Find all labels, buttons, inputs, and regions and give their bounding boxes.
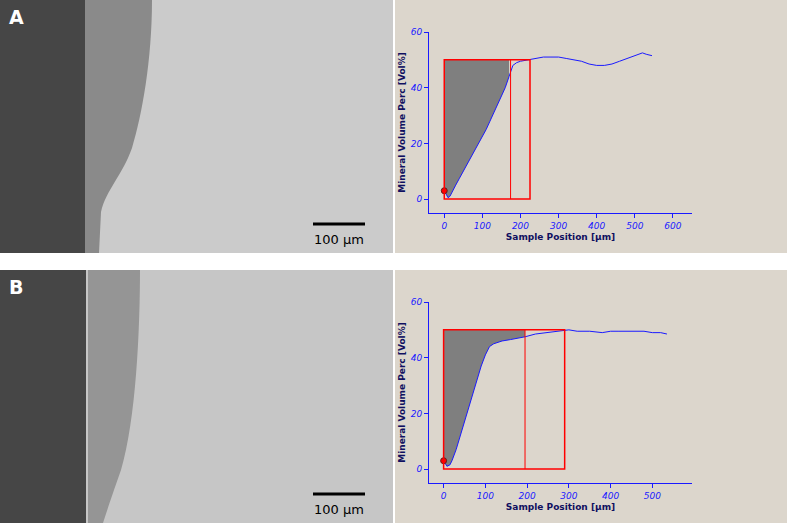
svg-text:300: 300 xyxy=(560,491,577,501)
svg-text:100: 100 xyxy=(477,491,494,501)
svg-text:A: A xyxy=(9,6,24,28)
svg-text:0: 0 xyxy=(441,221,447,231)
svg-text:Sample Position [µm]: Sample Position [µm] xyxy=(506,232,615,242)
svg-text:40: 40 xyxy=(411,353,423,363)
svg-text:300: 300 xyxy=(550,221,567,231)
svg-text:0: 0 xyxy=(416,194,422,204)
svg-text:100 µm: 100 µm xyxy=(314,502,364,517)
svg-text:B: B xyxy=(9,276,23,298)
svg-text:200: 200 xyxy=(519,491,536,501)
svg-text:Mineral Volume Perc [Vol%]: Mineral Volume Perc [Vol%] xyxy=(397,52,407,193)
svg-text:40: 40 xyxy=(411,83,423,93)
svg-text:200: 200 xyxy=(512,221,529,231)
svg-text:100 µm: 100 µm xyxy=(314,232,364,247)
svg-text:20: 20 xyxy=(411,139,423,149)
svg-text:60: 60 xyxy=(411,297,423,307)
svg-text:Mineral Volume Perc [Vol%]: Mineral Volume Perc [Vol%] xyxy=(397,322,407,463)
svg-text:500: 500 xyxy=(626,221,643,231)
svg-text:20: 20 xyxy=(411,409,423,419)
svg-text:Sample Position [µm]: Sample Position [µm] xyxy=(506,502,615,512)
svg-text:0: 0 xyxy=(416,464,422,474)
svg-text:400: 400 xyxy=(588,221,605,231)
svg-text:500: 500 xyxy=(644,491,661,501)
svg-text:60: 60 xyxy=(411,27,423,37)
svg-text:600: 600 xyxy=(664,221,681,231)
svg-text:0: 0 xyxy=(441,491,447,501)
svg-text:100: 100 xyxy=(474,221,491,231)
svg-text:400: 400 xyxy=(602,491,619,501)
